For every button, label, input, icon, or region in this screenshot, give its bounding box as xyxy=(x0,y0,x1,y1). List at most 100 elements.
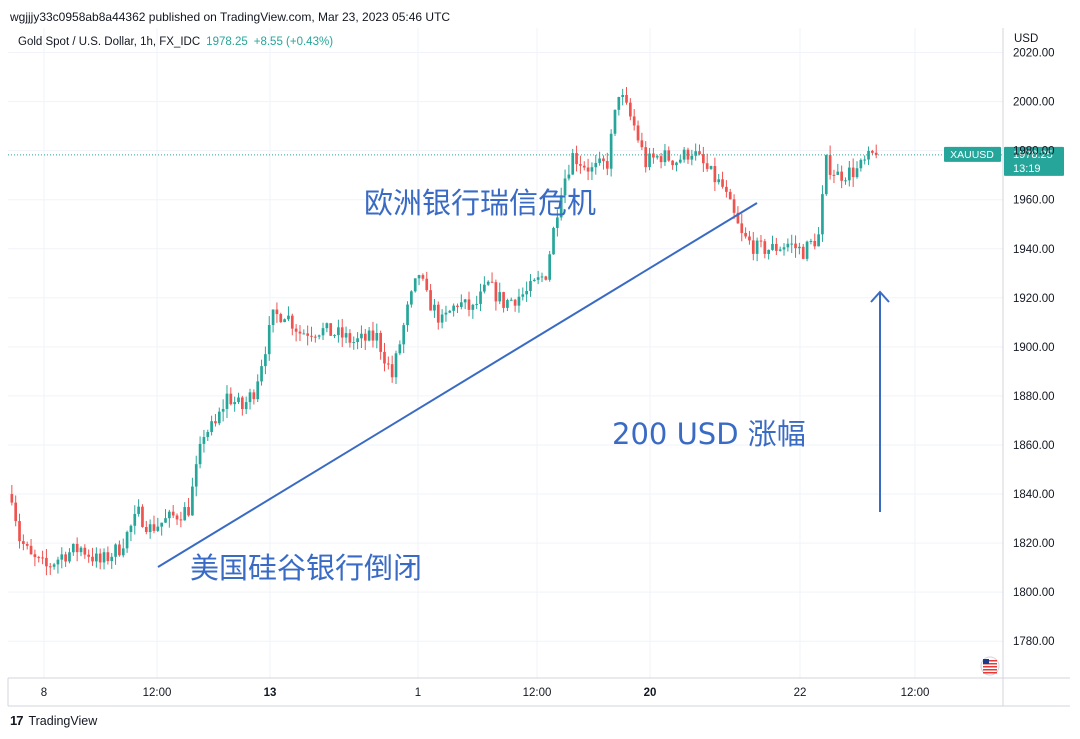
x-tick-label: 12:00 xyxy=(901,687,930,699)
candle-body xyxy=(540,276,544,278)
candle-body xyxy=(152,524,156,531)
candle-body xyxy=(544,276,548,280)
annotation-text[interactable]: 美国硅谷银行倒闭 xyxy=(190,551,422,585)
candle-body xyxy=(813,240,817,247)
candle-body xyxy=(33,554,37,558)
y-axis-unit: USD xyxy=(1014,33,1038,45)
candle-body xyxy=(194,464,198,487)
candle-body xyxy=(79,547,83,553)
candle-body xyxy=(106,552,110,562)
ticker-tag xyxy=(944,146,1001,162)
candle-body xyxy=(164,518,167,523)
x-tick-label: 22 xyxy=(794,687,807,699)
candle-body xyxy=(709,166,713,169)
candle-body xyxy=(705,163,709,169)
candle-body xyxy=(456,305,459,307)
candle-body xyxy=(655,156,659,158)
candle-body xyxy=(333,335,336,337)
candle-body xyxy=(617,97,621,110)
candle-body xyxy=(52,564,56,567)
x-tick-label: 12:00 xyxy=(143,687,172,699)
symbol-legend[interactable]: Gold Spot / U.S. Dollar, 1h, FX_IDC 1978.… xyxy=(18,36,333,48)
candle-body xyxy=(874,152,878,155)
candle-body xyxy=(137,506,140,514)
candle-body xyxy=(144,526,148,533)
candle-body xyxy=(667,150,671,161)
candle-body xyxy=(160,522,164,527)
candle-body xyxy=(552,227,555,255)
x-tick-label: 8 xyxy=(41,687,47,699)
candle-body xyxy=(782,247,786,250)
candle-body xyxy=(187,507,190,516)
candle-body xyxy=(663,150,667,163)
candle-body xyxy=(728,191,732,200)
candle-body xyxy=(832,174,836,176)
candle-body xyxy=(329,323,333,336)
candle-body xyxy=(444,312,448,315)
candle-body xyxy=(367,330,371,341)
candle-body xyxy=(725,186,728,192)
y-tick-label: 2020.00 xyxy=(1013,48,1055,60)
candle-body xyxy=(41,557,44,559)
candle-body xyxy=(517,296,521,306)
candle-body xyxy=(248,392,252,403)
candle-body xyxy=(463,299,467,303)
y-tick-label: 1960.00 xyxy=(1013,195,1055,207)
trend-line[interactable] xyxy=(157,202,758,568)
candle-body xyxy=(805,241,809,259)
candle-body xyxy=(506,300,509,308)
price-tag-countdown: 13:19 xyxy=(1013,163,1041,175)
candle-body xyxy=(763,241,767,254)
candle-body xyxy=(48,566,52,568)
candle-body xyxy=(717,179,721,183)
annotation-text[interactable]: 欧洲银行瑞信危机 xyxy=(364,186,596,220)
candle-body xyxy=(429,290,432,311)
candle-body xyxy=(836,171,840,175)
candle-body xyxy=(613,109,617,134)
symbol-change: +8.55 (+0.43%) xyxy=(253,36,334,48)
candle-body xyxy=(594,162,598,168)
candle-body xyxy=(675,162,678,166)
candle-body xyxy=(817,234,820,247)
candle-body xyxy=(360,333,363,339)
candle-body xyxy=(759,240,763,242)
candle-body xyxy=(751,240,755,254)
candle-body xyxy=(260,366,263,382)
candle-body xyxy=(22,541,25,544)
candle-body xyxy=(183,507,187,521)
y-tick-label: 1900.00 xyxy=(1013,342,1055,354)
candle-body xyxy=(744,232,747,237)
candle-body xyxy=(863,159,867,161)
x-tick-label: 1 xyxy=(415,687,421,699)
candle-body xyxy=(774,243,778,251)
candle-body xyxy=(694,151,698,156)
candle-body xyxy=(340,327,344,338)
candle-body xyxy=(317,335,321,337)
candle-body xyxy=(598,158,601,163)
candle-body xyxy=(821,194,824,235)
candle-body xyxy=(778,249,782,251)
candle-body xyxy=(98,553,102,563)
annotation-text[interactable]: 200 USD 涨幅 xyxy=(612,417,806,451)
symbol-last-price: 1978.25 xyxy=(206,36,248,48)
candle-body xyxy=(771,243,774,250)
candle-body xyxy=(471,304,475,310)
candle-body xyxy=(847,167,851,181)
ticker-tag-label: XAUUSD xyxy=(950,149,994,161)
candle-body xyxy=(859,159,863,169)
candle-body xyxy=(175,515,179,520)
candle-body xyxy=(287,315,290,320)
candle-body xyxy=(294,328,298,332)
candle-body xyxy=(844,180,847,182)
candle-body xyxy=(440,314,444,323)
candle-body xyxy=(206,432,210,438)
candle-body xyxy=(356,338,359,343)
candle-body xyxy=(290,315,294,329)
candle-body xyxy=(686,149,690,160)
candle-body xyxy=(736,212,740,224)
arrow-head-icon xyxy=(870,290,890,303)
axes: 1780.00 1800.00 1820.00 1840.00 1860.00 1880.… xyxy=(7,28,1070,707)
us-flag-icon[interactable] xyxy=(980,656,1000,676)
candle-body xyxy=(348,333,352,343)
